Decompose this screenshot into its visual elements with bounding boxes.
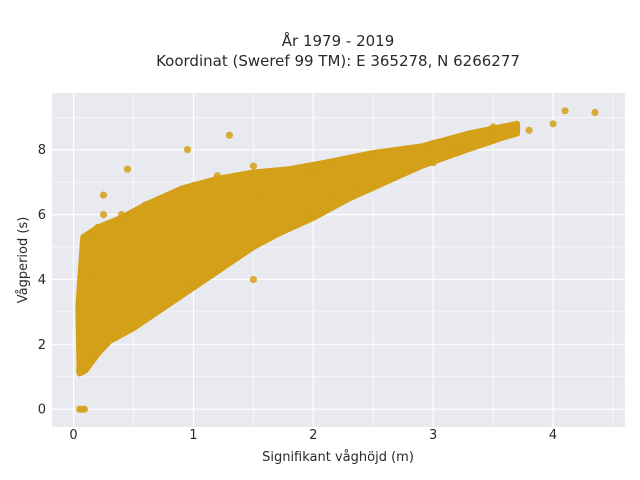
y-tick-label: 2 (38, 338, 46, 353)
data-point (237, 201, 245, 209)
point-cloud-envelope (75, 120, 521, 377)
data-point (429, 159, 437, 167)
data-point (549, 120, 557, 128)
chart-subtitle: Koordinat (Sweref 99 TM): E 365278, N 62… (156, 52, 520, 70)
data-point (183, 146, 192, 154)
data-point (369, 155, 377, 164)
data-point (213, 207, 221, 215)
data-point (261, 233, 269, 241)
data-point (76, 366, 84, 374)
chart-title: År 1979 - 2019 (282, 31, 395, 50)
data-point (88, 308, 96, 316)
data-point (82, 324, 90, 332)
data-point (525, 126, 533, 134)
data-point (105, 259, 114, 267)
data-point (141, 314, 150, 322)
x-tick-label: 1 (189, 428, 197, 443)
data-point (213, 172, 221, 180)
data-point (189, 217, 198, 225)
y-tick-label: 6 (38, 208, 46, 223)
data-point (94, 340, 102, 348)
data-point (117, 211, 126, 219)
data-point (249, 162, 257, 170)
data-point (429, 139, 437, 147)
data-point (79, 356, 87, 365)
data-point (82, 233, 90, 241)
y-tick-label: 4 (38, 273, 46, 288)
y-axis-label: Vågperiod (s) (16, 217, 31, 304)
data-point (591, 108, 599, 117)
data-point (189, 181, 198, 189)
y-tick-labels: 0 2 4 6 8 (38, 143, 46, 417)
data-point (357, 185, 365, 193)
data-points (76, 107, 599, 413)
data-point (165, 191, 174, 199)
data-point (489, 136, 497, 144)
data-point (165, 298, 174, 306)
data-point (489, 123, 497, 131)
x-axis-label: Signifikant våghöjd (m) (262, 450, 414, 465)
data-point (249, 275, 257, 284)
data-point (561, 107, 569, 115)
data-point (80, 405, 88, 413)
data-point (405, 149, 413, 157)
x-tick-label: 3 (429, 428, 437, 443)
data-point (189, 282, 198, 290)
x-tick-label: 0 (69, 428, 77, 443)
data-point (99, 191, 108, 199)
data-point (309, 211, 317, 219)
data-point (393, 172, 401, 180)
data-point (237, 249, 245, 258)
data-point (453, 149, 461, 157)
data-point (225, 131, 233, 139)
data-point (117, 324, 126, 332)
data-point (88, 236, 96, 245)
data-point (141, 201, 150, 209)
data-point (333, 162, 341, 170)
x-tick-label: 2 (309, 428, 317, 443)
data-point (141, 243, 150, 251)
data-point (285, 220, 293, 228)
data-point (88, 356, 96, 365)
data-point (333, 198, 341, 206)
data-point (261, 191, 269, 199)
data-point (117, 217, 126, 225)
data-point (105, 334, 114, 342)
point-cloud (75, 120, 521, 377)
data-point (79, 292, 87, 300)
data-point (165, 227, 174, 235)
data-point (285, 175, 293, 183)
data-point (309, 168, 317, 176)
y-tick-label: 8 (38, 143, 46, 158)
x-tick-labels: 0 1 2 3 4 (69, 428, 557, 443)
y-tick-label: 0 (38, 403, 46, 418)
data-point (213, 266, 221, 274)
data-point (123, 165, 132, 173)
data-point (99, 211, 108, 219)
data-point (94, 224, 102, 232)
data-point (94, 275, 102, 284)
x-tick-label: 4 (549, 428, 557, 443)
data-point (465, 133, 473, 141)
